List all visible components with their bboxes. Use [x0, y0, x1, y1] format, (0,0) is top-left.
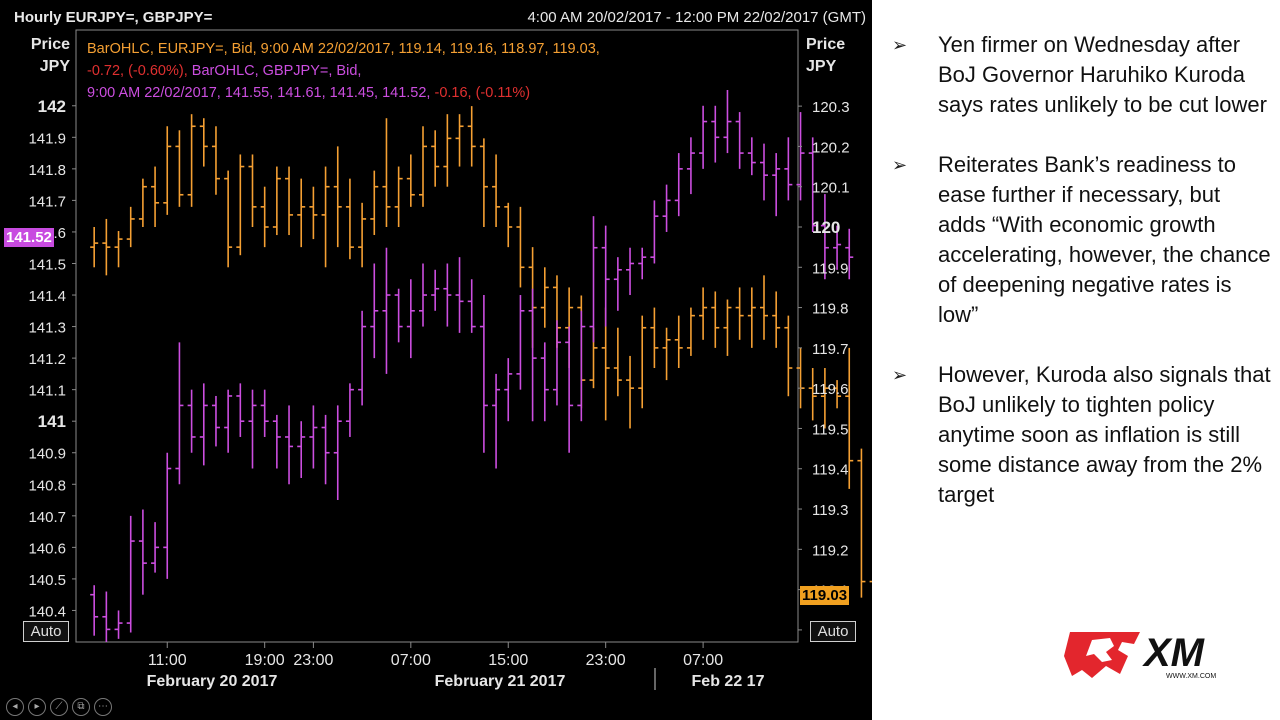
- left-axis-tick-label: 140.5: [28, 572, 66, 589]
- more-icon[interactable]: ⋯: [94, 698, 112, 716]
- right-axis-tick-label: 119.4: [812, 462, 848, 479]
- left-axis-tick-label: 141.4: [28, 288, 66, 305]
- chart-panel[interactable]: 140.4 140.5 140.6 140.7 140.8 140.9 141 141.1 14…: [0, 0, 872, 720]
- left-axis-tick-label: 140.8: [28, 477, 66, 494]
- auto-scale-right-button[interactable]: Auto: [810, 621, 856, 642]
- right-axis-price-label: Price: [806, 36, 846, 53]
- time-tick-label: 19:00: [245, 652, 285, 669]
- date-range: 4:00 AM 20/02/2017 - 12:00 PM 22/02/2017…: [527, 9, 866, 26]
- note-text: However, Kuroda also signals that BoJ un…: [938, 362, 1271, 507]
- left-axis-tick-label: 140.7: [28, 509, 66, 526]
- time-tick-label: 07:00: [391, 652, 431, 669]
- note-text: Yen firmer on Wednesday after BoJ Govern…: [938, 32, 1267, 117]
- logo-url: WWW.XM.COM: [1166, 673, 1216, 680]
- left-axis-unit-label: JPY: [39, 58, 70, 75]
- last-price-gbpjpy: 141.52: [4, 228, 54, 247]
- left-axis-tick-label: 141.5: [28, 256, 66, 273]
- left-axis-price-label: Price: [30, 36, 70, 53]
- back-icon[interactable]: ◂: [6, 698, 24, 716]
- left-axis-tick-label: 141.8: [28, 162, 66, 179]
- left-axis-tick-label: 141.1: [28, 383, 66, 400]
- last-price-eurjpy: 119.03: [800, 586, 850, 605]
- right-axis-head: Price JPY: [806, 34, 854, 78]
- play-icon[interactable]: ▸: [28, 698, 46, 716]
- right-axis-tick-label: 119.7: [812, 341, 848, 358]
- right-axis-tick-label: 119.2: [812, 542, 848, 559]
- date-label: February 21 2017: [435, 673, 566, 690]
- chart-toolbar: ◂ ▸ ⟋ ⧉ ⋯: [6, 698, 112, 716]
- time-tick-label: 23:00: [586, 652, 626, 669]
- chart-plot[interactable]: 140.4 140.5 140.6 140.7 140.8 140.9 141 141.1 14…: [0, 0, 872, 720]
- right-axis-tick-label: 119.8: [812, 301, 848, 318]
- legend-gbpjpy-change: -0.16, (-0.11%): [430, 85, 531, 101]
- legend-gbpjpy-values: 9:00 AM 22/02/2017, 141.55, 141.61, 141.…: [87, 85, 431, 101]
- right-axis-tick-label: 120: [812, 218, 840, 237]
- legend-eurjpy-change: -0.72, (-0.60%),: [87, 63, 188, 79]
- note-item: ➢ Reiterates Bank’s readiness to ease fu…: [888, 150, 1273, 330]
- left-axis-tick-label: 141.7: [28, 193, 66, 210]
- left-axis-tick-label: 140.9: [28, 446, 66, 463]
- copy-icon[interactable]: ⧉: [72, 698, 90, 716]
- arrow-bullet-icon: ➢: [892, 365, 908, 385]
- commentary-notes: ➢ Yen firmer on Wednesday after BoJ Gove…: [888, 30, 1273, 540]
- right-axis-tick-label: 119.3: [812, 502, 848, 519]
- time-tick-label: 23:00: [293, 652, 333, 669]
- left-axis-tick-label: 141.3: [28, 320, 66, 337]
- left-axis-head: Price JPY: [18, 34, 70, 78]
- note-text: Reiterates Bank’s readiness to ease furt…: [938, 152, 1271, 327]
- legend-eurjpy: BarOHLC, EURJPY=, Bid, 9:00 AM 22/02/201…: [87, 41, 600, 57]
- arrow-bullet-icon: ➢: [892, 35, 908, 55]
- right-axis-tick-label: 120.3: [812, 99, 850, 116]
- arrow-bullet-icon: ➢: [892, 155, 908, 175]
- logo-text: XM: [1142, 631, 1206, 675]
- right-axis-tick-label: 119.6: [812, 381, 848, 398]
- right-axis-tick-label: 120.1: [812, 180, 850, 197]
- right-axis-tick-label: 119.9: [812, 260, 848, 277]
- note-item: ➢ However, Kuroda also signals that BoJ …: [888, 360, 1273, 510]
- left-axis-tick-label: 141.9: [28, 130, 66, 147]
- left-axis-tick-label: 142: [38, 97, 66, 116]
- title-bar: Hourly EURJPY=, GBPJPY= 4:00 AM 20/02/20…: [0, 0, 872, 36]
- left-axis-tick-label: 140.4: [28, 603, 66, 620]
- xm-logo: XM WWW.XM.COM: [1062, 626, 1232, 686]
- date-label: February 20 2017: [147, 673, 278, 690]
- time-tick-label: 11:00: [148, 652, 187, 669]
- left-axis-tick-label: 140.6: [28, 540, 66, 557]
- time-tick-label: 07:00: [683, 652, 723, 669]
- auto-scale-left-button[interactable]: Auto: [23, 621, 69, 642]
- left-axis-tick-label: 141: [38, 412, 66, 431]
- right-axis-tick-label: 120.2: [812, 139, 850, 156]
- date-label: Feb 22 17: [692, 673, 765, 690]
- right-axis-tick-label: 119.5: [812, 421, 848, 438]
- left-axis-tick-label: 141.2: [28, 351, 66, 368]
- legend-gbpjpy: BarOHLC, GBPJPY=, Bid,: [187, 63, 362, 79]
- time-tick-label: 15:00: [488, 652, 528, 669]
- chart-title: Hourly EURJPY=, GBPJPY=: [14, 9, 213, 26]
- right-axis-unit-label: JPY: [806, 58, 837, 75]
- draw-icon[interactable]: ⟋: [50, 698, 68, 716]
- note-item: ➢ Yen firmer on Wednesday after BoJ Gove…: [888, 30, 1273, 120]
- legend: BarOHLC, EURJPY=, Bid, 9:00 AM 22/02/201…: [87, 38, 600, 104]
